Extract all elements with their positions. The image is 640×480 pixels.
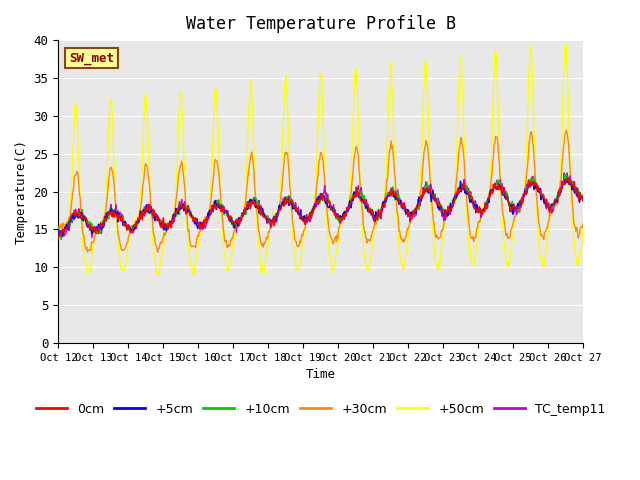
Legend: 0cm, +5cm, +10cm, +30cm, +50cm, TC_temp11: 0cm, +5cm, +10cm, +30cm, +50cm, TC_temp1… (31, 398, 611, 421)
Text: SW_met: SW_met (68, 52, 114, 65)
X-axis label: Time: Time (306, 368, 336, 381)
Title: Water Temperature Profile B: Water Temperature Profile B (186, 15, 456, 33)
Y-axis label: Temperature(C): Temperature(C) (15, 139, 28, 244)
